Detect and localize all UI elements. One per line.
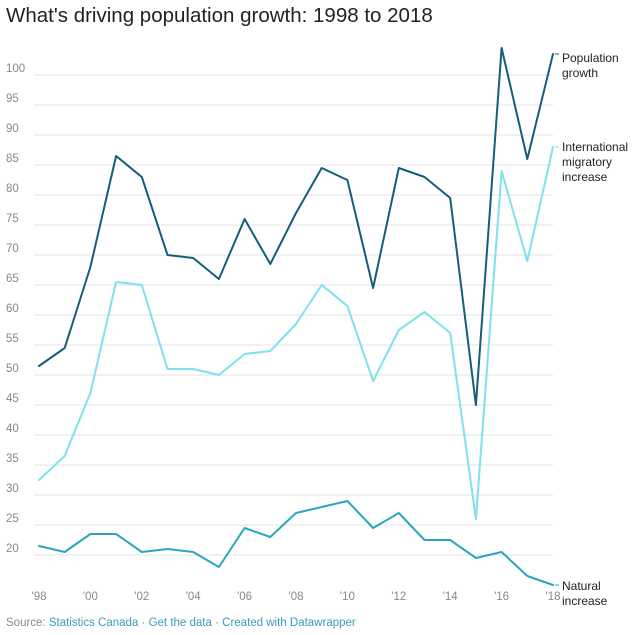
x-tick-label: '98 — [32, 591, 47, 603]
y-axis: 20 25 30 35 40 45 50 55 60 65 70 75 80 85 90 95 100 — [6, 63, 25, 555]
y-tick-label: 35 — [6, 453, 19, 465]
series-label: increase — [562, 594, 608, 608]
gridlines — [34, 74, 553, 556]
x-axis: '98 '00 '02 '04 '06 '08 '10 '12 '14 '16 '18 — [32, 591, 561, 603]
y-tick-label: 55 — [6, 333, 19, 345]
y-tick-label: 45 — [6, 393, 19, 405]
series-label: Population — [562, 51, 619, 65]
x-tick-label: '14 — [443, 591, 459, 603]
footer-separator: · — [215, 617, 219, 629]
y-tick-label: 85 — [6, 153, 19, 165]
series-label: Natural — [562, 579, 601, 593]
y-tick-label: 25 — [6, 513, 19, 525]
series-line-international-migratory-increase — [38, 146, 554, 520]
series-label: increase — [562, 170, 608, 184]
series-label: International — [562, 140, 628, 154]
x-tick-label: '02 — [134, 591, 149, 603]
get-data-link[interactable]: Get the data — [148, 617, 212, 629]
y-tick-label: 50 — [6, 363, 19, 375]
y-tick-label: 20 — [6, 543, 19, 555]
series-line-population-growth — [38, 47, 554, 406]
x-tick-label: '00 — [83, 591, 98, 603]
y-tick-label: 30 — [6, 483, 19, 495]
x-tick-label: '16 — [494, 591, 509, 603]
x-tick-label: '10 — [340, 591, 355, 603]
footer-separator: · — [141, 617, 146, 629]
x-tick-label: '18 — [546, 591, 561, 603]
series-lines — [38, 47, 554, 586]
x-tick-label: '12 — [391, 591, 406, 603]
series-label: growth — [562, 66, 598, 80]
y-tick-label: 95 — [6, 93, 19, 105]
chart-title: What's driving population growth: 1998 t… — [6, 4, 433, 27]
y-tick-label: 70 — [6, 243, 19, 255]
x-tick-label: '04 — [186, 591, 202, 603]
y-tick-label: 100 — [6, 63, 25, 75]
datawrapper-link[interactable]: Created with Datawrapper — [222, 617, 356, 629]
chart-footer: Source: Statistics Canada · Get the data… — [6, 617, 356, 629]
y-tick-label: 65 — [6, 273, 19, 285]
y-tick-label: 80 — [6, 183, 19, 195]
y-tick-label: 75 — [6, 213, 19, 225]
source-link[interactable]: Statistics Canada — [48, 617, 139, 629]
y-tick-label: 90 — [6, 123, 19, 135]
x-tick-label: '06 — [237, 591, 252, 603]
series-label: migratory — [562, 155, 612, 169]
x-tick-label: '08 — [289, 591, 304, 603]
y-tick-label: 40 — [6, 423, 19, 435]
source-label: Source: — [6, 617, 46, 629]
series-labels: PopulationgrowthInternationalmigratoryin… — [555, 51, 628, 608]
y-tick-label: 60 — [6, 303, 19, 315]
